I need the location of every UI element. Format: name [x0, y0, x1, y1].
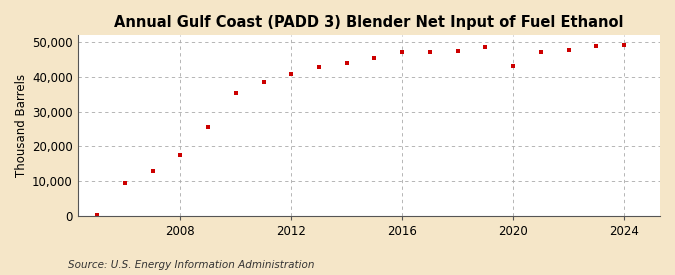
Y-axis label: Thousand Barrels: Thousand Barrels: [15, 74, 28, 177]
Text: Source: U.S. Energy Information Administration: Source: U.S. Energy Information Administ…: [68, 260, 314, 270]
Title: Annual Gulf Coast (PADD 3) Blender Net Input of Fuel Ethanol: Annual Gulf Coast (PADD 3) Blender Net I…: [114, 15, 624, 30]
